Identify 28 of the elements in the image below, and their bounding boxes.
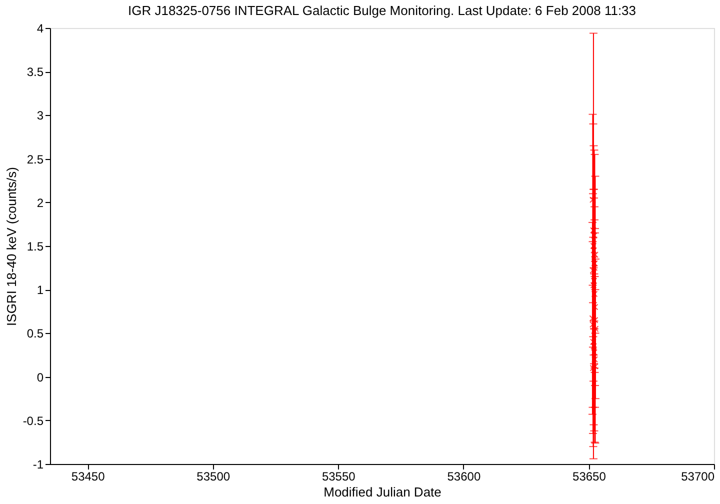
y-axis-title: ISGRI 18-40 keV (counts/s) — [4, 167, 19, 326]
point — [590, 343, 597, 350]
x-tick-label: 53600 — [447, 470, 481, 484]
y-tick-label: 2 — [36, 196, 44, 210]
x-tick-label: 53650 — [572, 470, 606, 484]
point — [590, 232, 598, 239]
x-tick-label: 53500 — [196, 470, 230, 484]
point — [590, 242, 597, 250]
y-tick-label: 3.5 — [26, 65, 44, 80]
x-axis-title: Modified Julian Date — [324, 484, 442, 500]
y-tick-label: 1 — [36, 283, 44, 298]
y-tick-label: -0.5 — [22, 414, 44, 428]
y-tick-label: 4 — [36, 22, 44, 36]
y-tick-label: 2.5 — [26, 152, 44, 166]
y-tick-label: 0 — [36, 370, 44, 384]
x-tick-label: 53550 — [322, 470, 356, 484]
point — [590, 247, 597, 254]
y-tick-label: -1 — [32, 458, 44, 472]
y-tick-label: 0.5 — [26, 326, 44, 341]
point — [591, 264, 598, 272]
point — [590, 227, 596, 234]
point — [590, 282, 597, 288]
y-tick-label: 1.5 — [26, 240, 44, 254]
x-tick-label: 53450 — [71, 470, 106, 484]
x-tick-label: 53700 — [681, 470, 715, 484]
y-tick-label: 3 — [36, 108, 44, 123]
chart-title: IGR J18325-0756 INTEGRAL Galactic Bulge Monitoring. Last Update: 6 Feb 2008 11:33 — [128, 3, 636, 18]
point — [590, 256, 598, 262]
